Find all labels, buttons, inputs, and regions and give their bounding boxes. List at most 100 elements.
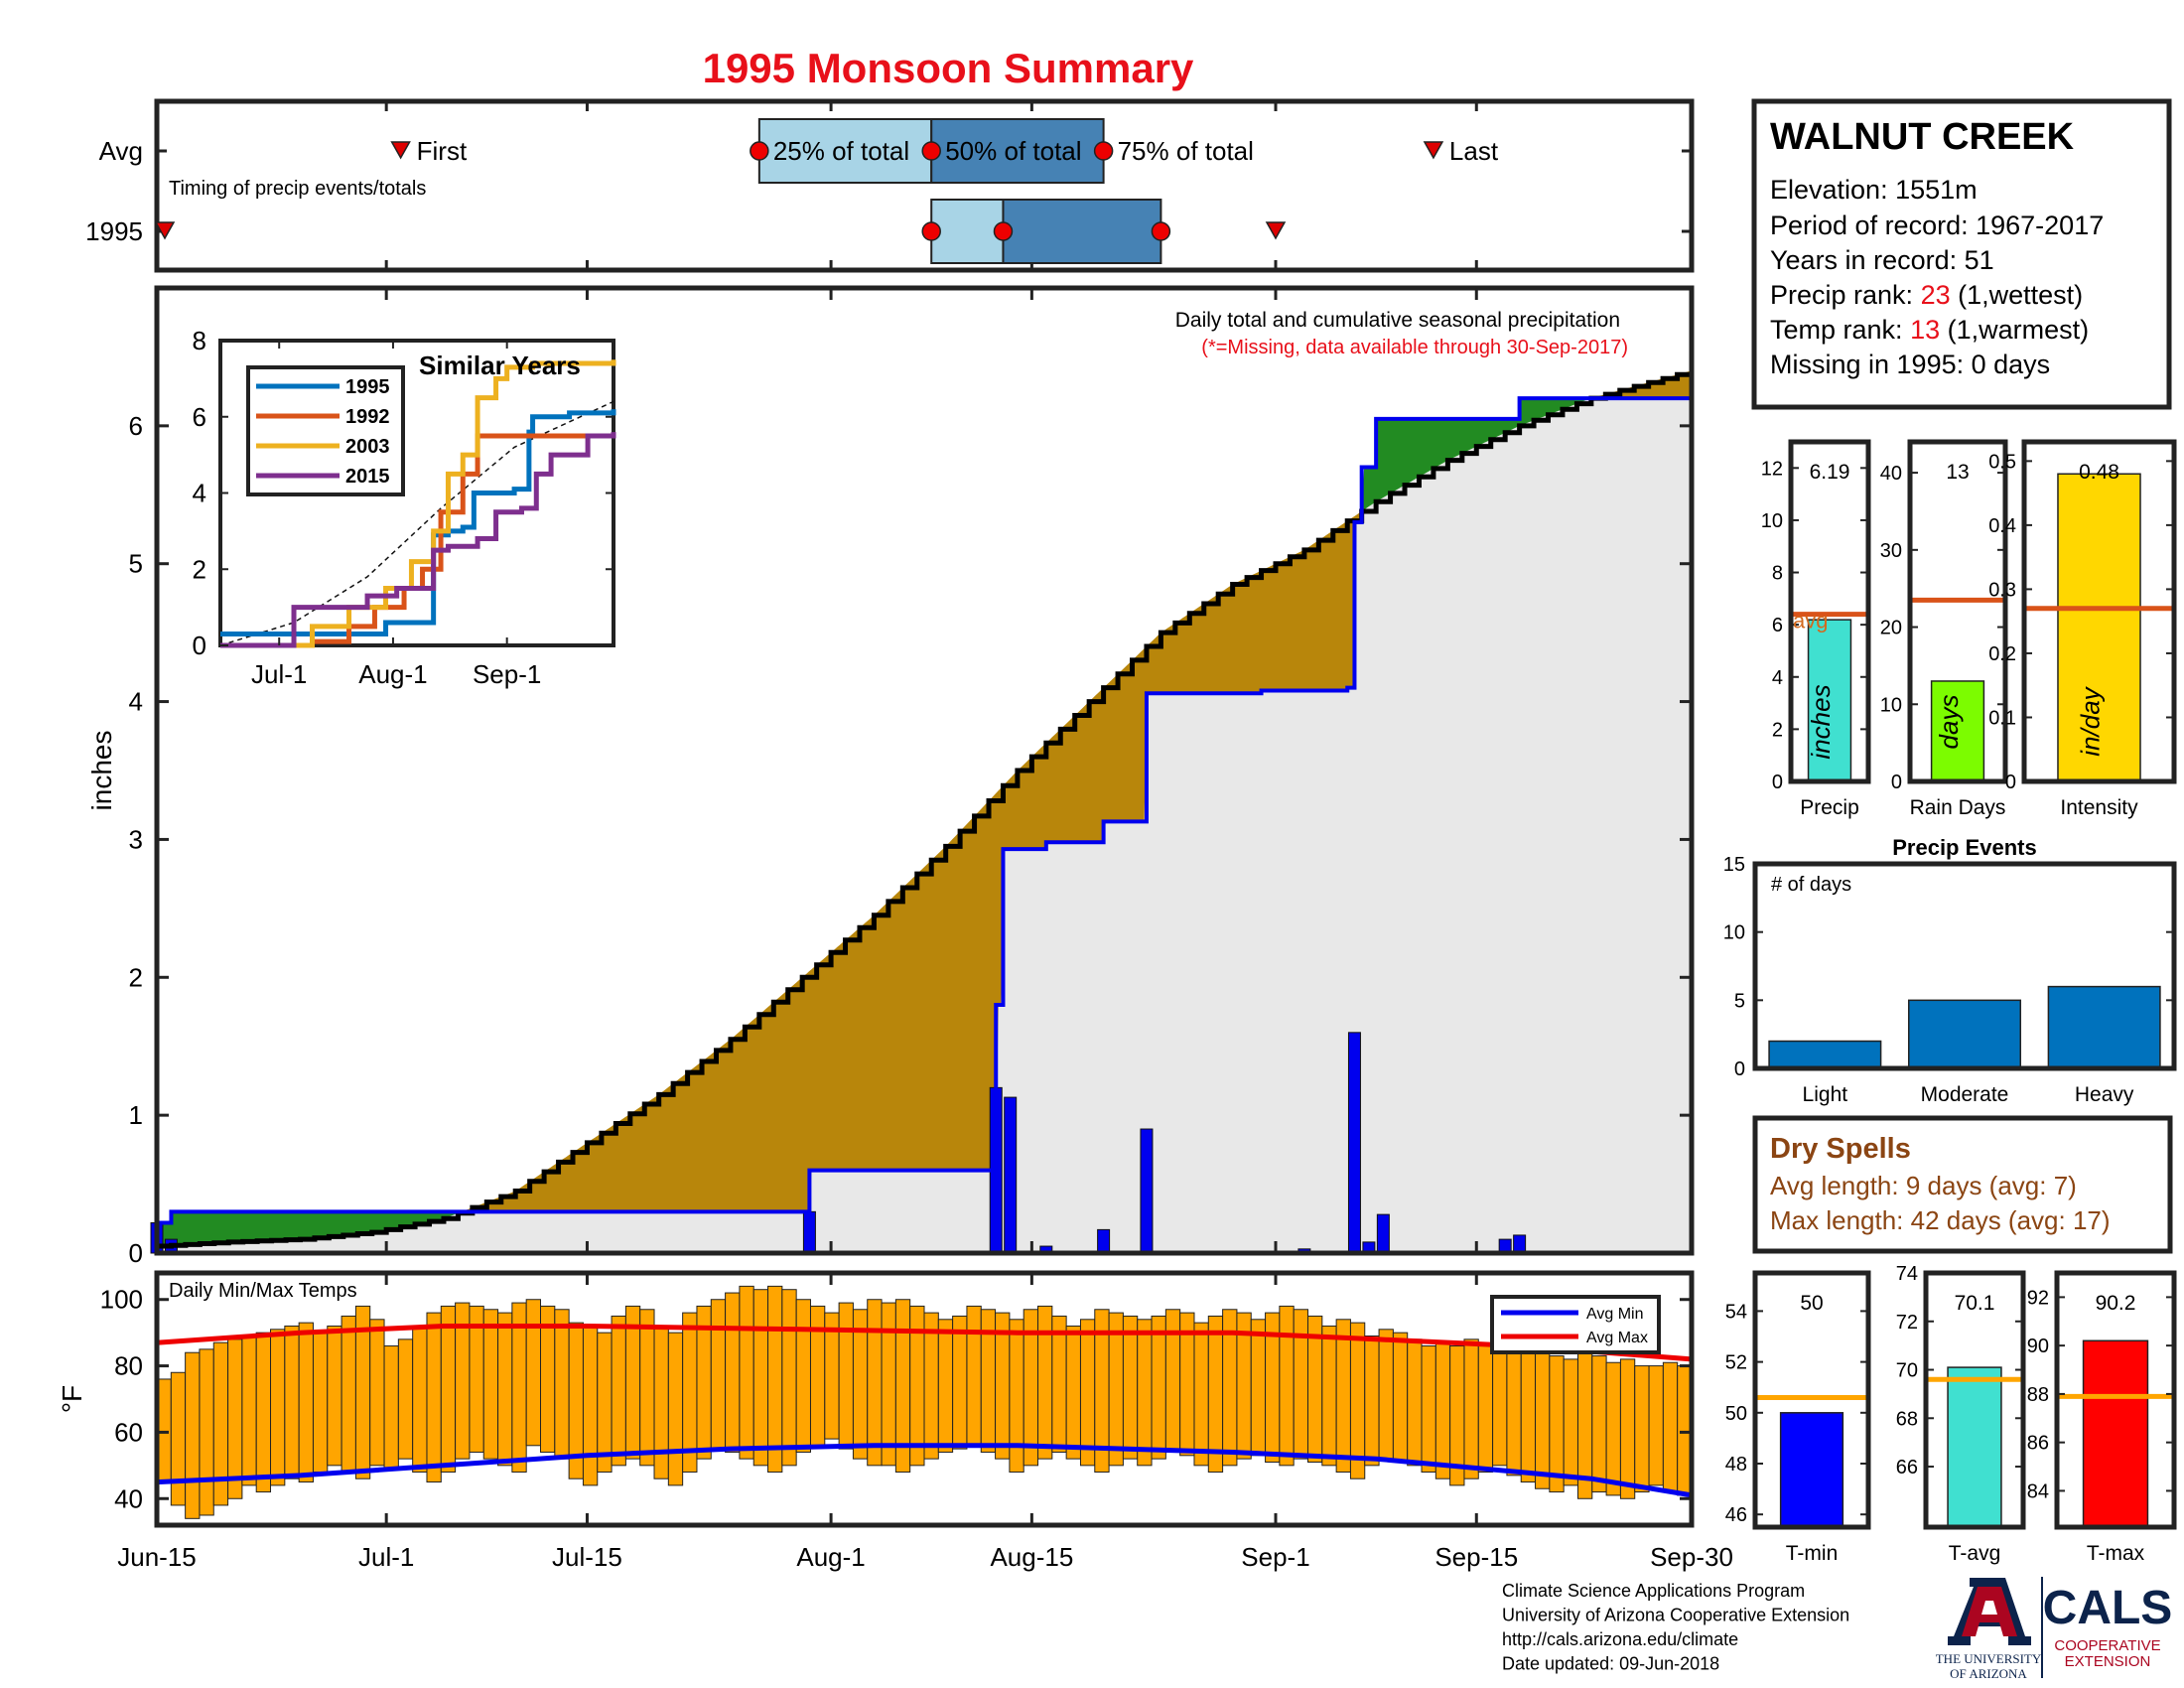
daily-temp-bar: [341, 1315, 356, 1474]
tavg-panel-tick-label: 70: [1896, 1360, 1918, 1382]
daily-temp-bar: [1207, 1315, 1224, 1474]
inset-series-line: [220, 409, 616, 636]
tavg-panel-tick-label: 74: [1896, 1263, 1918, 1285]
daily-temp-bar: [383, 1345, 399, 1470]
daily-temp-bar: [1065, 1325, 1081, 1460]
x-tick-label: Aug-1: [796, 1542, 865, 1572]
temp-legend: [1490, 1295, 1661, 1354]
footer-line: Climate Science Applications Program: [1502, 1581, 1805, 1601]
inset-x-tick-label: Aug-1: [358, 659, 427, 689]
station-info-box: WALNUT CREEK Elevation: 1551m Period of re…: [1751, 98, 2172, 410]
tavg-panel-bar: [1947, 1366, 2002, 1528]
tmin-panel-tick-label: 54: [1725, 1301, 1747, 1323]
inset-x-tick-label: Jul-1: [251, 659, 307, 689]
inset-y-tick-label: 0: [193, 631, 206, 660]
y-tick-label: 3: [129, 824, 143, 854]
event-bar: [1907, 999, 2022, 1069]
event-bar: [1768, 1040, 1882, 1069]
daily-temp-bar: [1279, 1305, 1295, 1467]
daily-temp-bar: [482, 1309, 499, 1460]
temp-rank-part: 13: [1910, 315, 1940, 345]
daily-temp-bar: [923, 1312, 939, 1460]
tmin-panel-bar: [1779, 1412, 1844, 1528]
daily-precip-bar: [1513, 1234, 1527, 1254]
below-curves-fill: [157, 398, 1692, 1254]
temp-y-tick-label: 100: [100, 1285, 143, 1315]
footer-line: http://cals.arizona.edu/climate: [1502, 1629, 1738, 1649]
daily-temp-bar: [1051, 1315, 1067, 1453]
rain-days-panel-tick-label: 10: [1880, 694, 1902, 716]
timing-percentile-marker: [1151, 221, 1171, 241]
daily-temp-bar: [1079, 1319, 1096, 1467]
precip-events-chart: Light Moderate Heavy 0 5 10 15 Precip Events # o…: [1723, 835, 2177, 1106]
daily-precip-bar: [1004, 1096, 1018, 1254]
x-tick-label: Sep-15: [1434, 1542, 1518, 1572]
intensity-panel-tick-label: 0.3: [1988, 579, 2016, 601]
tmax-panel-tick-label: 88: [2027, 1384, 2049, 1406]
daily-temp-bar: [752, 1289, 769, 1467]
average-cumulative-line: [157, 370, 1695, 1249]
daily-temp-bar: [1506, 1351, 1522, 1477]
daily-temp-bar: [270, 1329, 286, 1486]
event-category-label: Heavy: [2075, 1083, 2134, 1106]
daily-precip-bar: [1140, 1128, 1154, 1254]
dry-spells-title: Dry Spells: [1770, 1133, 1911, 1165]
rain-days-panel-unit: days: [1934, 695, 1964, 750]
main-precip-chart: 0 1 2 3 4 5 6 inches Daily total and cumulative …: [86, 285, 1695, 1268]
events-tick-label: 10: [1723, 922, 1745, 944]
y-tick-label: 4: [129, 687, 143, 717]
daily-temp-bar: [1037, 1305, 1053, 1460]
daily-temp-bar: [440, 1305, 457, 1474]
inset-series-line: [220, 432, 616, 648]
daily-temp-bar: [185, 1351, 201, 1519]
daily-temp-bar: [1193, 1322, 1209, 1467]
precip-total-panel-label: Precip: [1800, 796, 1859, 819]
precip-rank-part: Precip rank:: [1770, 280, 1921, 310]
timing-percentile-marker: [993, 221, 1014, 241]
cals-line2: EXTENSION: [2065, 1653, 2151, 1670]
tmax-panel-tick-label: 86: [2027, 1433, 2049, 1455]
x-tick-label: Jun-15: [117, 1542, 197, 1572]
temp-y-axis-label: °F: [57, 1385, 87, 1413]
daily-temp-bar: [298, 1322, 314, 1483]
daily-temp-bar: [1434, 1341, 1451, 1479]
temp-chart-frame: [154, 1270, 1695, 1528]
dry-spells-frame: [1752, 1115, 2173, 1254]
precip-total-panel-tick-label: 10: [1761, 510, 1783, 532]
tavg-panel: 66 68 70 72 74 70.1 T-avg: [1896, 1263, 2026, 1565]
tavg-panel-label: T-avg: [1949, 1542, 2001, 1565]
daily-temp-bar: [710, 1299, 727, 1450]
rain-days-panel-tick-label: 0: [1891, 772, 1902, 793]
tmin-panel: 46 48 50 52 54 50 T-min: [1725, 1270, 1871, 1565]
daily-temp-bar: [1619, 1358, 1636, 1499]
events-frame: [1752, 861, 2177, 1071]
daily-temp-bar: [369, 1319, 385, 1467]
rain-days-panel-tick-label: 30: [1880, 540, 1902, 562]
timing-last-label: Last: [1449, 136, 1499, 166]
daily-temp-bar: [838, 1302, 854, 1450]
footer-line: University of Arizona Cooperative Extens…: [1502, 1606, 1849, 1625]
avg-min-line: [156, 1443, 1693, 1498]
inset-y-tick-label: 6: [193, 402, 206, 432]
x-tick-label: Jul-1: [358, 1542, 414, 1572]
inset-legend-label: 2015: [345, 466, 390, 488]
dry-spells-max: Max length: 42 days (avg: 17): [1770, 1205, 2111, 1235]
tmax-panel: 84 86 88 90 92 90.2 T-max: [2027, 1270, 2177, 1565]
inset-y-tick-label: 8: [193, 326, 206, 355]
event-bar: [2047, 985, 2161, 1069]
timing-first-label: First: [417, 136, 468, 166]
y-tick-label: 1: [129, 1100, 143, 1130]
intensity-panel-tick-label: 0.2: [1988, 643, 2016, 665]
station-elevation: Elevation: 1551m: [1770, 175, 1978, 205]
tmax-panel-frame: [2054, 1270, 2177, 1530]
footer: Climate Science Applications Program Univ…: [1502, 1581, 1849, 1674]
temp-rank-part: Temp rank:: [1770, 315, 1910, 345]
inset-series-line: [220, 359, 616, 648]
rain-days-panel-label: Rain Days: [1910, 796, 2006, 819]
temperature-chart: 40 60 80 100 Jun-15 Jul-1 Jul-15 Aug-1 Aug-15 Sep…: [57, 1270, 1733, 1572]
rain-days-panel-value: 13: [1946, 461, 1969, 484]
daily-temp-bar: [327, 1325, 342, 1467]
daily-temp-bar: [1591, 1355, 1607, 1493]
daily-temp-bar: [1392, 1332, 1409, 1463]
